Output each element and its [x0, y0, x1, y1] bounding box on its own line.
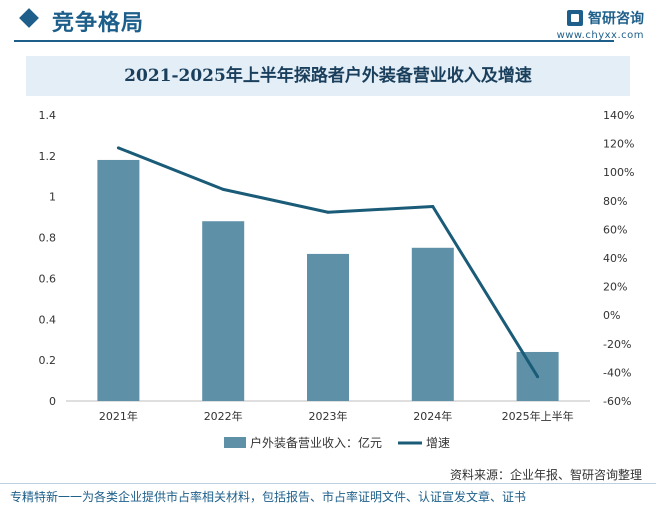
chart-title: 2021-2025年上半年探路者户外装备营业收入及增速: [124, 66, 532, 86]
y-right-tick-label: 120%: [603, 138, 634, 151]
y-right-tick-label: -60%: [603, 395, 631, 408]
y-right-tick-label: -20%: [603, 338, 631, 351]
y-left-tick-label: 1: [49, 191, 56, 204]
growth-point: [431, 205, 435, 209]
legend-label-revenue: 户外装备营业收入：亿元: [250, 435, 382, 450]
x-tick-label: 2025年上半年: [502, 409, 574, 423]
growth-point: [326, 210, 330, 214]
growth-point: [536, 375, 540, 379]
y-left-tick-label: 0: [49, 395, 56, 408]
section-title: 竞争格局: [52, 11, 145, 36]
legend-swatch-revenue: [224, 437, 246, 448]
y-right-tick-label: 40%: [603, 252, 627, 265]
chart-title-bar: [26, 56, 630, 96]
y-right-tick-label: 60%: [603, 223, 627, 236]
y-left-tick-label: 0.8: [39, 232, 57, 245]
bar: [97, 159, 140, 401]
x-tick-label: 2021年: [99, 409, 138, 423]
footer-divider: [0, 483, 656, 484]
y-right-tick-label: 80%: [603, 195, 627, 208]
bar: [411, 247, 454, 401]
bar: [307, 253, 349, 401]
y-right-tick-label: -40%: [603, 366, 631, 379]
x-tick-label: 2023年: [309, 409, 348, 423]
brand-logo-icon: [567, 10, 583, 26]
y-right-tick-label: 0%: [603, 309, 620, 322]
y-left-tick-label: 0.2: [39, 354, 57, 367]
brand-url: www.chyxx.com: [556, 30, 644, 41]
y-right-tick-label: 140%: [603, 109, 634, 122]
x-tick-label: 2022年: [204, 409, 243, 423]
source-note: 资料来源：企业年报、智研咨询整理: [449, 468, 642, 482]
x-tick-label: 2024年: [413, 409, 452, 423]
bar: [202, 221, 245, 401]
y-left-tick-label: 1.2: [39, 150, 57, 163]
growth-point: [221, 187, 225, 191]
footer-text: 专精特新一一为各类企业提供市占率相关材料，包括报告、市占率证明文件、认证宣发文章…: [10, 490, 527, 504]
growth-point: [116, 146, 120, 150]
header: 竞争格局 智研咨询 www.chyxx.com: [0, 0, 656, 46]
legend-label-growth: 增速: [426, 436, 450, 450]
y-left-tick-label: 0.6: [39, 272, 57, 285]
y-right-tick-label: 20%: [603, 281, 627, 294]
y-left-tick-label: 1.4: [39, 109, 57, 122]
brand: 智研咨询 www.chyxx.com: [557, 8, 644, 41]
header-divider: [14, 40, 614, 42]
brand-name: 智研咨询: [588, 11, 644, 27]
y-right-tick-label: 100%: [603, 166, 634, 179]
y-left-tick-label: 0.4: [39, 313, 57, 326]
